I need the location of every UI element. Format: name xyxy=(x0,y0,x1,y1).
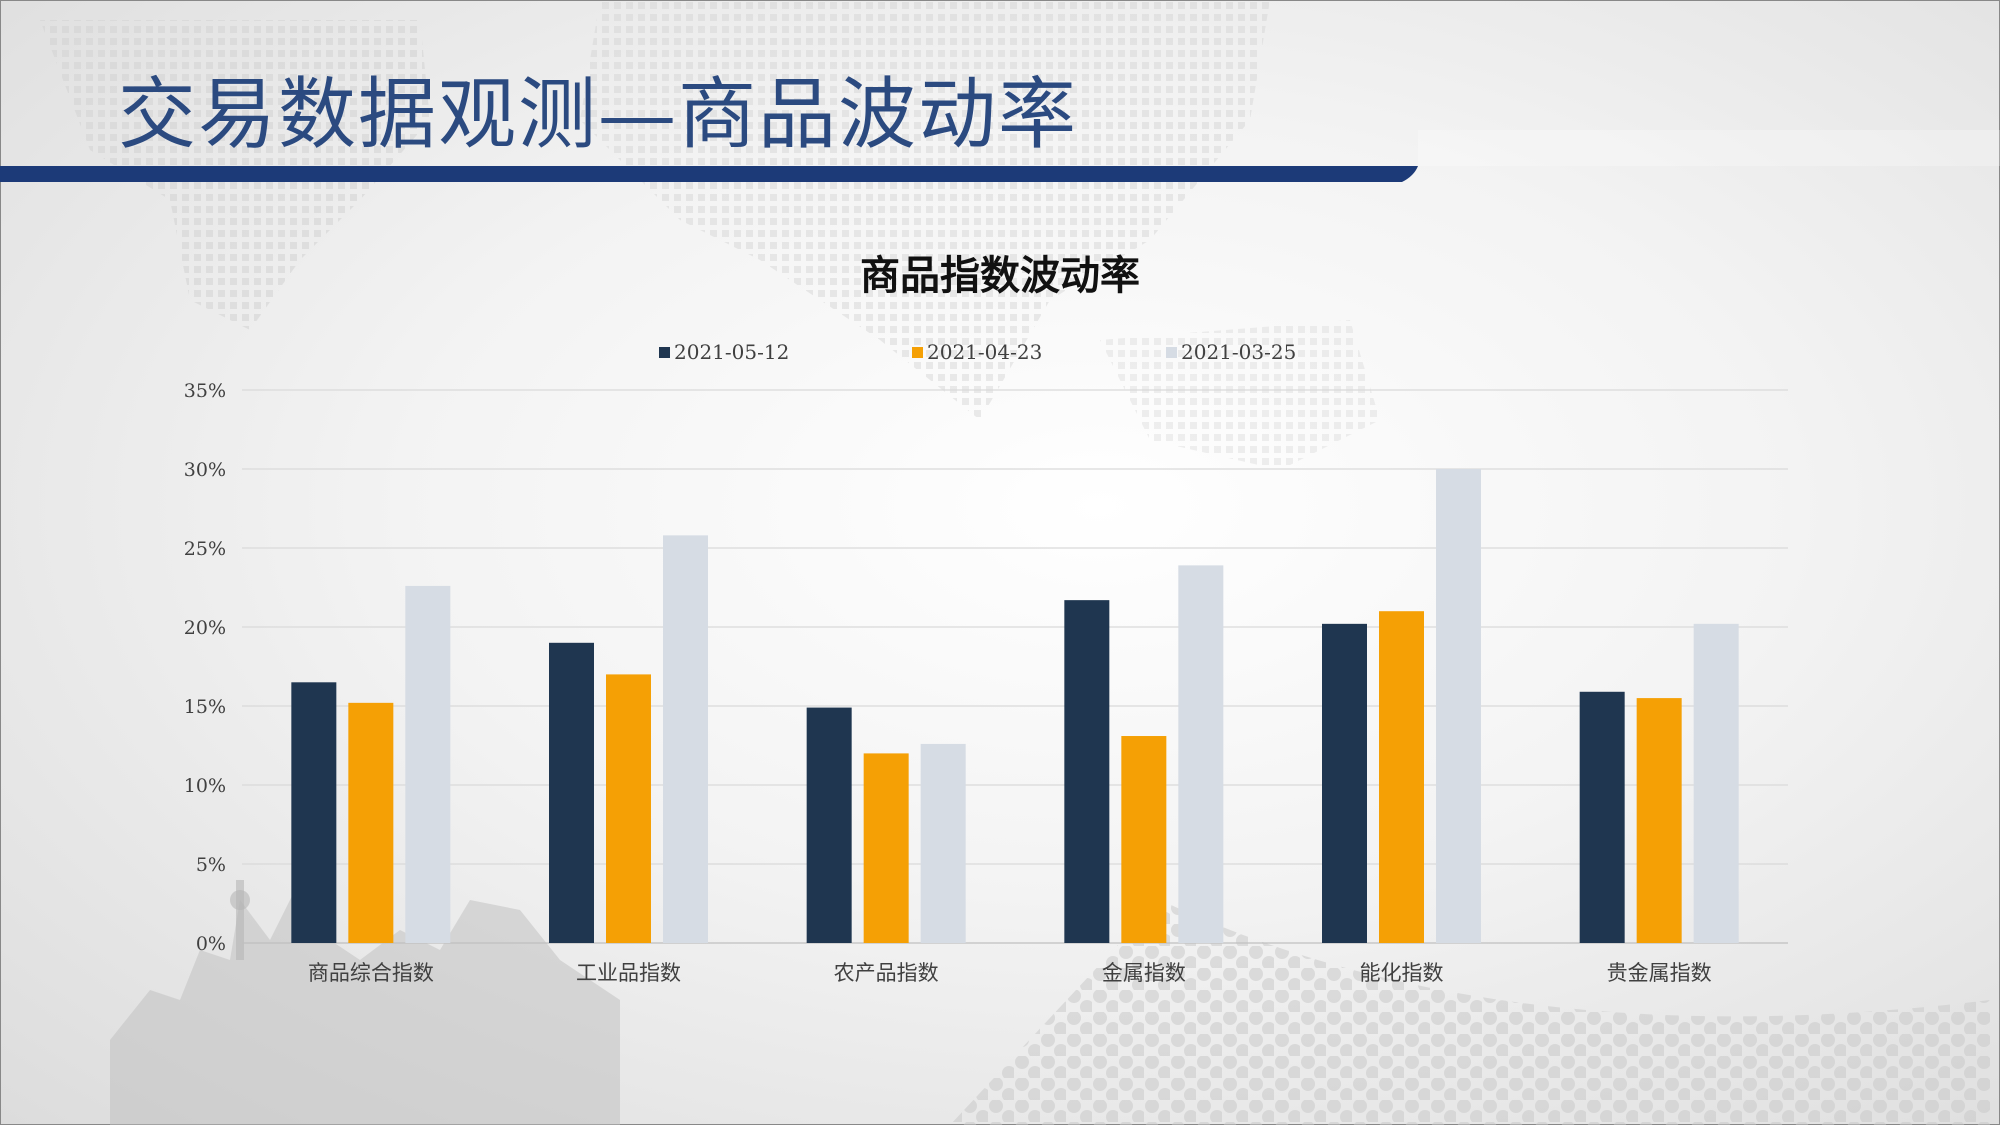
legend-label-series-3: 2021-03-25 xyxy=(1181,340,1297,364)
bar-series-1 xyxy=(1322,623,1367,943)
x-tick-label: 贵金属指数 xyxy=(1607,961,1712,985)
slide-title: 交易数据观测—商品波动率 xyxy=(118,70,1079,160)
bar-series-1 xyxy=(291,682,337,943)
bar-series-2 xyxy=(606,674,651,943)
bar-series-3 xyxy=(405,585,451,943)
bar-series-1 xyxy=(1064,600,1110,943)
x-tick-label: 商品综合指数 xyxy=(308,961,434,985)
legend-swatch-series-2 xyxy=(912,346,923,358)
legend-label-series-1: 2021-05-12 xyxy=(674,340,790,364)
bar-series-2 xyxy=(348,702,394,943)
legend-item-series-2: 2021-04-23 xyxy=(912,340,1042,364)
y-tick-label: 5% xyxy=(196,854,226,876)
legend-item-series-3: 2021-03-25 xyxy=(1166,340,1296,364)
bar-series-3 xyxy=(1693,623,1739,943)
x-tick-label: 农产品指数 xyxy=(834,961,939,985)
bar-series-3 xyxy=(920,743,966,943)
bar-series-3 xyxy=(663,535,708,943)
bar-series-1 xyxy=(806,707,852,943)
y-tick-label: 35% xyxy=(184,380,226,402)
legend-item-series-1: 2021-05-12 xyxy=(659,340,789,364)
bar-series-2 xyxy=(863,753,909,943)
title-underline-band xyxy=(0,130,2000,182)
legend-label-series-2: 2021-04-23 xyxy=(927,340,1043,364)
x-tick-label: 能化指数 xyxy=(1360,961,1444,985)
y-tick-label: 25% xyxy=(184,538,226,560)
bar-series-1 xyxy=(549,642,594,943)
bar-series-1 xyxy=(1579,691,1625,943)
legend-swatch-series-3 xyxy=(1166,346,1177,358)
y-tick-label: 20% xyxy=(184,617,226,639)
y-tick-label: 30% xyxy=(184,459,226,481)
x-tick-label: 金属指数 xyxy=(1102,961,1186,985)
chart-title: 商品指数波动率 xyxy=(860,253,1140,299)
bar-series-2 xyxy=(1636,698,1682,943)
y-tick-label: 15% xyxy=(184,696,226,718)
y-tick-label: 0% xyxy=(196,933,226,955)
bar-series-2 xyxy=(1379,611,1424,943)
y-tick-label: 10% xyxy=(184,775,226,797)
legend-swatch-series-1 xyxy=(659,346,670,358)
x-tick-label: 工业品指数 xyxy=(576,961,681,985)
chart-legend: 2021-05-12 2021-04-23 2021-03-25 xyxy=(0,340,2000,370)
bar-series-2 xyxy=(1121,736,1167,943)
bar-series-3 xyxy=(1436,469,1481,943)
bar-series-3 xyxy=(1178,565,1224,943)
